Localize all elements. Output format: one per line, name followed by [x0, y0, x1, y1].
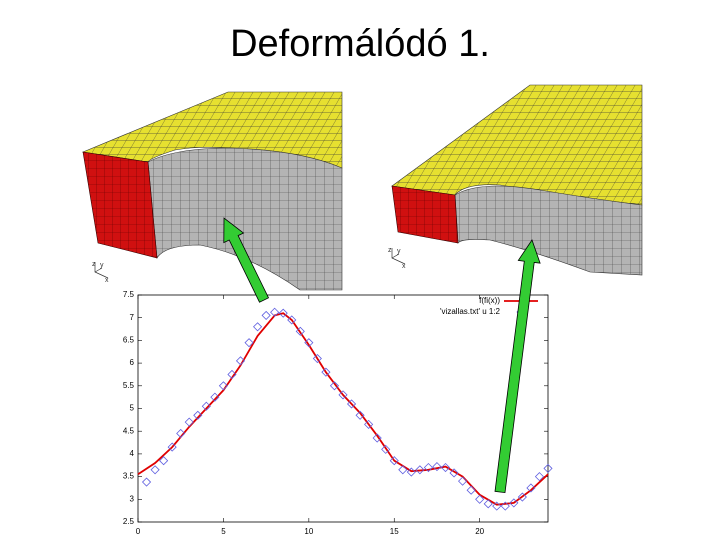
point [389, 456, 399, 466]
x-tick-label: 20 [475, 527, 484, 536]
point [466, 485, 476, 495]
point [193, 410, 203, 420]
point [244, 338, 254, 348]
y-tick-label: 7 [130, 313, 135, 322]
y-tick-label: 3.5 [123, 472, 135, 481]
arrows [223, 217, 541, 494]
axis-label: x [105, 277, 109, 284]
axis-label: z [388, 247, 392, 254]
point [295, 326, 305, 336]
point [475, 494, 485, 504]
y-tick-label: 5.5 [123, 381, 135, 390]
point [270, 307, 280, 317]
mesh-image: z y x [81, 91, 343, 291]
arrow [223, 217, 270, 303]
point [355, 410, 365, 420]
point [543, 463, 553, 473]
point [534, 472, 545, 482]
point [432, 462, 442, 472]
point [253, 322, 263, 332]
point [176, 428, 186, 439]
point [287, 315, 297, 325]
point [526, 483, 536, 493]
point [440, 462, 451, 473]
y-tick-label: 2.5 [123, 517, 135, 526]
point [500, 501, 510, 511]
x-tick-label: 10 [304, 527, 313, 536]
point [346, 399, 357, 409]
x-tick-label: 0 [136, 527, 141, 536]
point [235, 356, 246, 366]
point [150, 465, 160, 475]
point [329, 381, 340, 391]
arrow [494, 239, 541, 494]
axis-label: y [100, 262, 104, 269]
point [321, 367, 331, 377]
point [278, 308, 288, 318]
point [338, 390, 348, 400]
mesh-image: z y x [388, 84, 643, 276]
point [415, 465, 425, 475]
point [167, 442, 177, 452]
slide-title: Deformálódó 1. [230, 23, 490, 65]
legend-label: f(fi(x)) [479, 296, 500, 305]
point [261, 310, 271, 320]
plot: 2.5 3 3.5 4 4.5 5 5.5 6 6.5 7 7.5 0 5 10 15 20 f(fi(x)) '… [123, 290, 553, 536]
y-tick-label: 4 [130, 449, 135, 458]
point [364, 419, 374, 429]
point [483, 499, 493, 509]
y-tick-label: 3 [130, 494, 135, 503]
point [449, 468, 459, 478]
legend-label: 'vizallas.txt' u 1:2 [440, 307, 501, 316]
x-tick-label: 15 [390, 527, 399, 536]
point [406, 467, 416, 477]
point [423, 462, 433, 473]
point [509, 498, 519, 508]
point [184, 417, 194, 427]
y-tick-label: 6 [130, 358, 135, 367]
point [398, 465, 408, 475]
point [304, 338, 314, 348]
axis-label: z [92, 261, 96, 268]
y-tick-label: 6.5 [123, 336, 135, 345]
x-tick-label: 5 [221, 527, 226, 536]
y-tick-label: 5 [130, 404, 135, 413]
point [372, 433, 382, 443]
point [381, 444, 391, 454]
point [312, 353, 322, 364]
point [517, 492, 527, 502]
point [227, 369, 237, 380]
point [201, 401, 211, 411]
point [159, 456, 169, 466]
point [210, 392, 220, 402]
point [492, 501, 502, 511]
point [458, 476, 468, 486]
axis-label: y [397, 248, 401, 255]
point [141, 477, 152, 487]
axis-label: x [402, 263, 406, 270]
y-tick-label: 7.5 [123, 290, 135, 299]
y-tick-label: 4.5 [123, 426, 135, 435]
point [218, 381, 228, 391]
plot-area [137, 294, 549, 523]
